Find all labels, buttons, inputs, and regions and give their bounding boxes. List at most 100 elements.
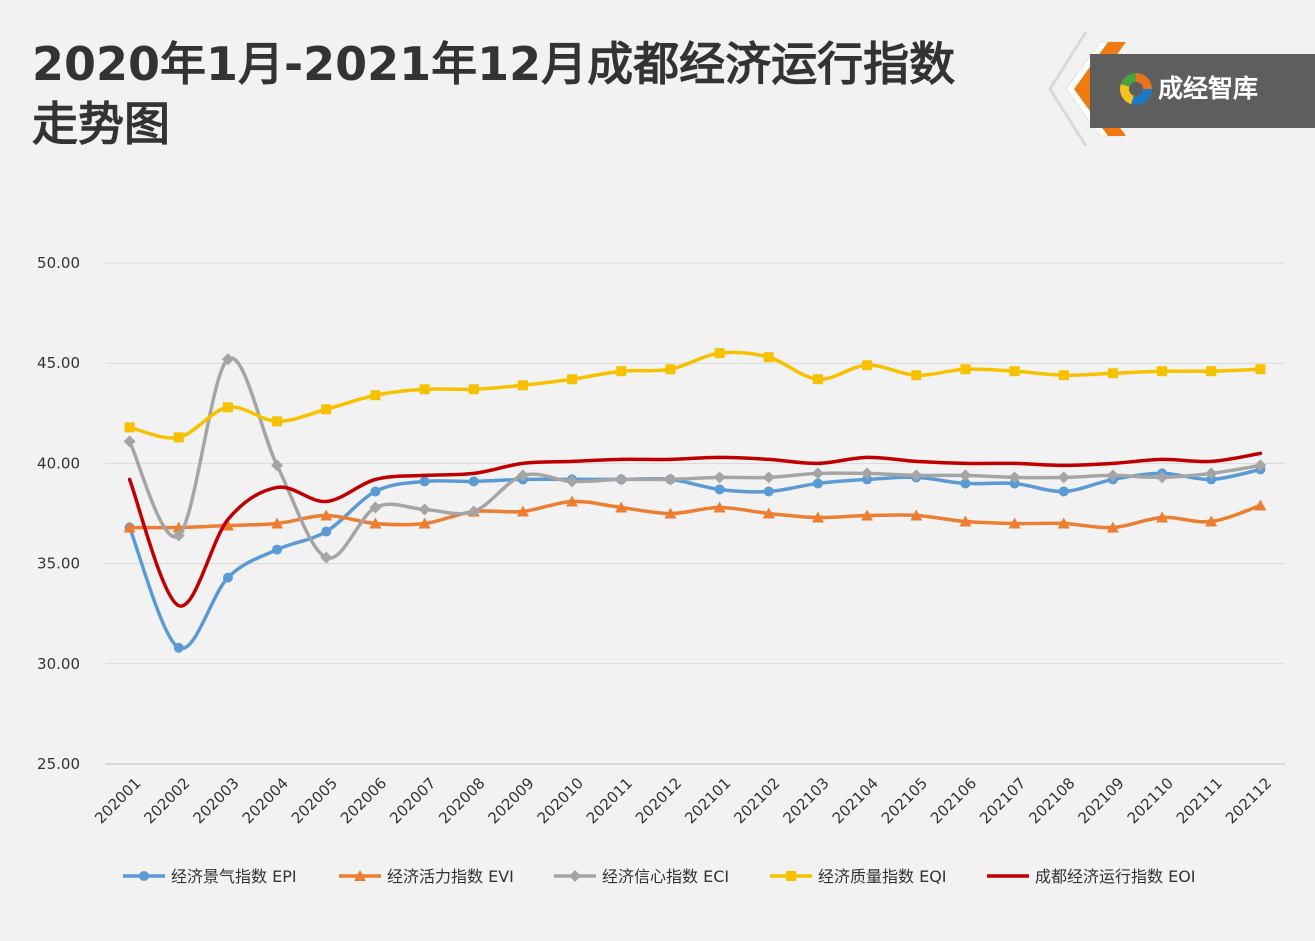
data-point [566,475,579,488]
x-tick-label: 202009 [485,774,538,827]
legend-marker [139,871,149,881]
data-point [861,509,874,521]
data-point [960,364,971,375]
data-point [1009,478,1020,489]
data-point [615,473,628,486]
data-point [320,509,333,521]
data-point [713,501,726,513]
data-point [1057,517,1070,529]
x-tick-label: 202111 [1173,774,1226,827]
legend-label: 经济景气指数 EPI [171,867,297,886]
data-point [862,360,873,371]
data-point [418,503,431,516]
x-tick-label: 202102 [730,774,783,827]
x-tick-label: 202002 [140,774,193,827]
data-point [714,484,725,495]
legend-item: 成都经济运行指数 EOI [987,867,1196,886]
data-point [320,551,333,564]
data-point [419,384,430,395]
series-line [127,467,1263,651]
data-point [1009,366,1020,377]
data-point [714,348,725,359]
data-point [664,507,677,519]
data-point [1058,370,1069,381]
logo-mark-icon [1120,73,1152,105]
data-point [910,469,923,482]
x-tick-label: 202112 [1222,774,1275,827]
legend-marker [786,871,796,881]
data-point [369,501,382,514]
data-point [762,471,775,484]
legend-item: 经济质量指数 EQI [770,867,947,886]
y-tick-label: 25.00 [37,755,80,773]
x-tick-label: 202109 [1075,774,1128,827]
x-axis: 2020012020022020032020042020052020062020… [91,774,1275,827]
data-point [1057,471,1070,484]
data-point [567,374,578,385]
data-point [1156,511,1169,523]
x-tick-label: 202001 [91,774,144,827]
y-tick-label: 50.00 [37,254,80,272]
data-point [1206,474,1217,485]
data-point [271,459,284,472]
data-point [172,529,185,542]
data-point [321,526,332,537]
data-point [1254,459,1267,472]
data-point [1205,515,1218,527]
data-point [516,505,529,517]
data-point [861,467,874,480]
data-point [811,511,824,523]
data-point [221,353,234,366]
data-point [616,366,627,377]
x-tick-label: 202108 [1025,774,1078,827]
chart-title: 2020年1月-2021年12月成都经济运行指数 走势图 [32,34,1032,154]
series-group [123,348,1267,653]
data-point [763,486,774,497]
series-line [127,451,1263,608]
legend-item: 经济信心指数 ECI [554,867,729,886]
series-line [127,499,1263,530]
data-point [468,476,479,487]
x-tick-label: 202004 [239,774,292,827]
data-point [959,469,972,482]
x-tick-label: 202005 [288,774,341,827]
data-point [1254,499,1267,511]
legend-label: 成都经济运行指数 EOI [1035,867,1196,886]
x-tick-label: 202104 [829,774,882,827]
x-tick-label: 202008 [435,774,488,827]
grid-lines [105,262,1285,765]
y-axis: 25.00 30.00 35.00 40.00 45.00 50.00 [37,254,80,773]
data-point [468,384,479,395]
data-point [615,501,628,513]
data-point [370,486,381,497]
title-line-2: 走势图 [32,97,170,151]
legend-item: 经济景气指数 EPI [123,867,297,886]
data-point [370,390,381,401]
data-point [1205,467,1218,480]
x-tick-label: 202101 [681,774,734,827]
data-point [763,352,774,363]
data-point [271,517,284,529]
data-point [713,471,726,484]
data-point [173,432,184,443]
legend-label: 经济活力指数 EVI [387,867,514,886]
series-4 [124,348,1266,443]
x-tick-label: 202003 [190,774,243,827]
x-tick-label: 202106 [927,774,980,827]
data-point [124,422,135,433]
data-point [272,416,283,427]
x-tick-label: 202107 [976,774,1029,827]
data-point [123,521,136,533]
brand-logo: 成经智库 [1046,32,1315,146]
x-tick-label: 202105 [878,774,931,827]
data-point [1008,517,1021,529]
y-tick-label: 40.00 [37,454,80,472]
y-tick-label: 30.00 [37,655,80,673]
data-point [862,474,873,485]
data-point [811,467,824,480]
x-tick-label: 202010 [534,774,587,827]
data-point [1106,521,1119,533]
data-point [173,642,184,653]
data-point [762,507,775,519]
